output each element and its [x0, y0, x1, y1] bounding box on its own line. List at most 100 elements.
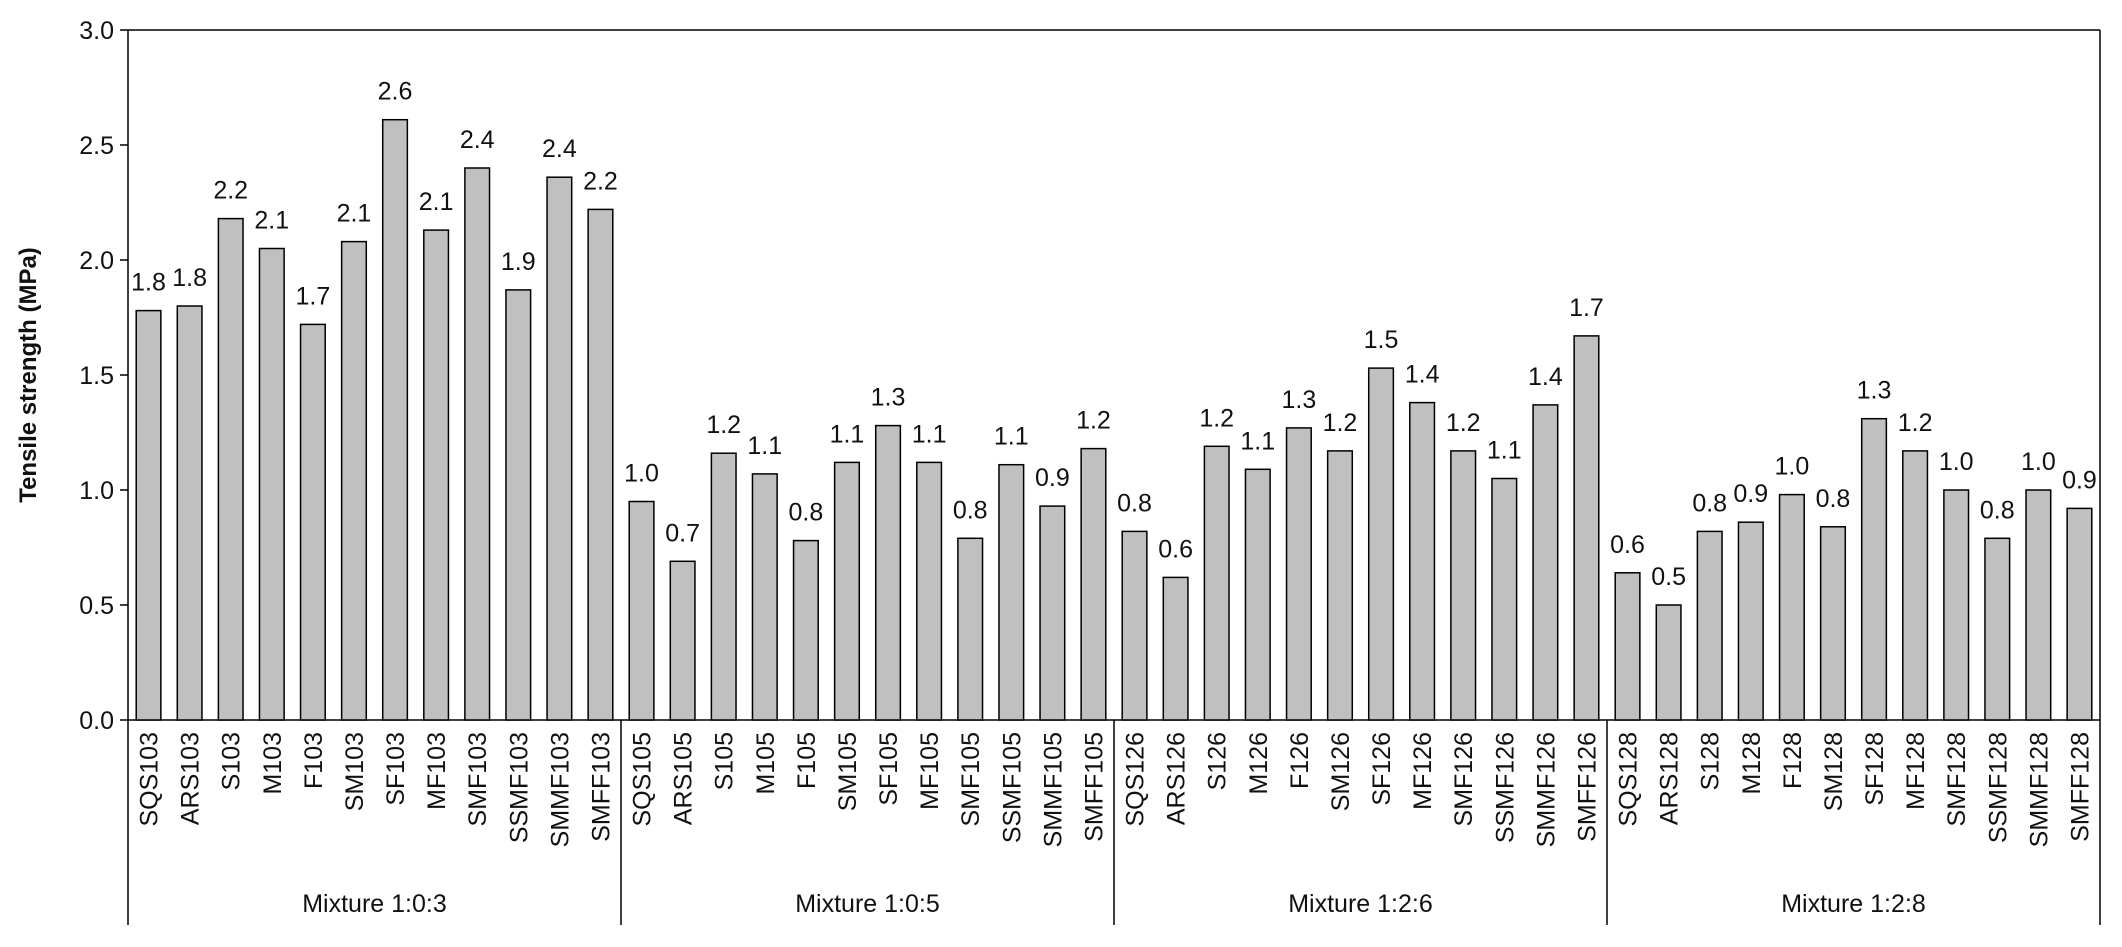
bar	[2066, 507, 2093, 721]
category-label: SMFF103	[587, 732, 615, 842]
category-label: ARS128	[1656, 732, 1684, 825]
bar	[710, 452, 737, 721]
y-axis-title: Tensile strength (MPa)	[15, 247, 42, 503]
data-label: 1.0	[1939, 448, 1974, 476]
data-label: 0.9	[1733, 480, 1768, 508]
category-label: SQS103	[136, 732, 164, 827]
data-label: 1.1	[1487, 437, 1522, 465]
data-label: 1.3	[1281, 386, 1316, 414]
category-label: F103	[300, 732, 328, 789]
bar	[505, 289, 532, 721]
data-label: 0.8	[788, 499, 823, 527]
bar	[1902, 450, 1929, 721]
bar	[833, 461, 861, 721]
data-label: 1.2	[1898, 409, 1933, 437]
bar	[1943, 489, 1970, 721]
bar	[1532, 404, 1559, 721]
category-label: SQS128	[1615, 732, 1643, 827]
data-label: 0.8	[1692, 489, 1727, 517]
data-label: 2.2	[213, 177, 248, 205]
bar	[1737, 521, 1764, 721]
bar	[1860, 417, 1888, 721]
category-label: SMF126	[1450, 732, 1478, 826]
category-label: SM126	[1327, 732, 1355, 811]
data-label: 1.8	[131, 269, 166, 297]
bar	[916, 461, 943, 721]
data-label: 1.8	[172, 264, 207, 292]
bar	[1203, 445, 1230, 721]
bar	[1984, 537, 2011, 721]
bar	[546, 176, 573, 721]
bar	[340, 240, 368, 721]
category-label: SF126	[1368, 732, 1396, 806]
data-label: 1.3	[871, 384, 906, 412]
bar	[381, 118, 409, 721]
data-label: 1.9	[501, 248, 536, 276]
data-label: 2.1	[419, 188, 454, 216]
data-label: 1.2	[1323, 409, 1358, 437]
bar	[628, 500, 655, 721]
category-label: SF128	[1861, 732, 1889, 806]
bar	[299, 323, 326, 721]
bar	[423, 229, 450, 721]
data-label: 0.7	[665, 519, 700, 547]
category-label: SQS126	[1122, 732, 1150, 827]
category-label: S128	[1697, 732, 1725, 790]
bar	[1573, 335, 1600, 721]
bar	[1080, 447, 1107, 721]
data-label: 0.6	[1158, 535, 1193, 563]
category-label: SSMF105	[998, 732, 1026, 843]
category-label: F105	[793, 732, 821, 789]
bar	[1121, 530, 1148, 721]
data-label: 2.4	[460, 126, 495, 154]
category-label: S126	[1204, 732, 1232, 790]
data-label: 1.2	[706, 411, 741, 439]
data-label: 0.8	[1980, 496, 2015, 524]
category-label: F128	[1779, 732, 1807, 789]
category-label: ARS105	[670, 732, 698, 825]
y-tick-label: 3.0	[79, 17, 114, 45]
category-label: SMFF128	[2066, 732, 2094, 842]
bar	[135, 309, 162, 721]
group-label: Mixture 1:0:5	[795, 890, 940, 918]
data-label: 0.8	[953, 496, 988, 524]
data-label: 0.8	[1816, 485, 1851, 513]
data-label: 1.2	[1199, 404, 1234, 432]
category-label: S103	[218, 732, 246, 790]
bar	[217, 217, 244, 721]
category-label: SM103	[341, 732, 369, 811]
group-label: Mixture 1:2:8	[1781, 890, 1926, 918]
data-label: 2.4	[542, 135, 577, 163]
data-label: 1.7	[1569, 294, 1604, 322]
bar	[957, 537, 984, 721]
data-label: 1.0	[1774, 453, 1809, 481]
bar	[1819, 526, 1847, 721]
data-label: 0.8	[1117, 489, 1152, 517]
bar	[1450, 450, 1477, 721]
category-label: SQS105	[629, 732, 657, 827]
data-label: 2.1	[337, 200, 372, 228]
y-tick-label: 2.0	[79, 247, 114, 275]
category-label: SM128	[1820, 732, 1848, 811]
category-label: SSMF103	[505, 732, 533, 843]
bar	[1244, 468, 1271, 721]
bar	[1778, 493, 1805, 721]
data-label: 2.2	[583, 167, 618, 195]
y-tick-label: 2.5	[79, 132, 114, 160]
data-label: 0.9	[2062, 466, 2097, 494]
data-label: 1.1	[1240, 427, 1275, 455]
bar	[1655, 604, 1682, 721]
bar	[176, 305, 203, 721]
bar	[1614, 572, 1641, 721]
category-label: ARS103	[177, 732, 205, 825]
category-label: SMFF126	[1573, 732, 1601, 842]
category-label: SSMF126	[1491, 732, 1519, 843]
data-label: 1.1	[912, 420, 947, 448]
data-label: 2.1	[254, 207, 289, 235]
data-label: 2.6	[378, 78, 413, 106]
data-label: 0.6	[1610, 531, 1645, 559]
bar	[587, 208, 614, 721]
category-label: M126	[1245, 732, 1273, 795]
bar	[258, 247, 285, 721]
